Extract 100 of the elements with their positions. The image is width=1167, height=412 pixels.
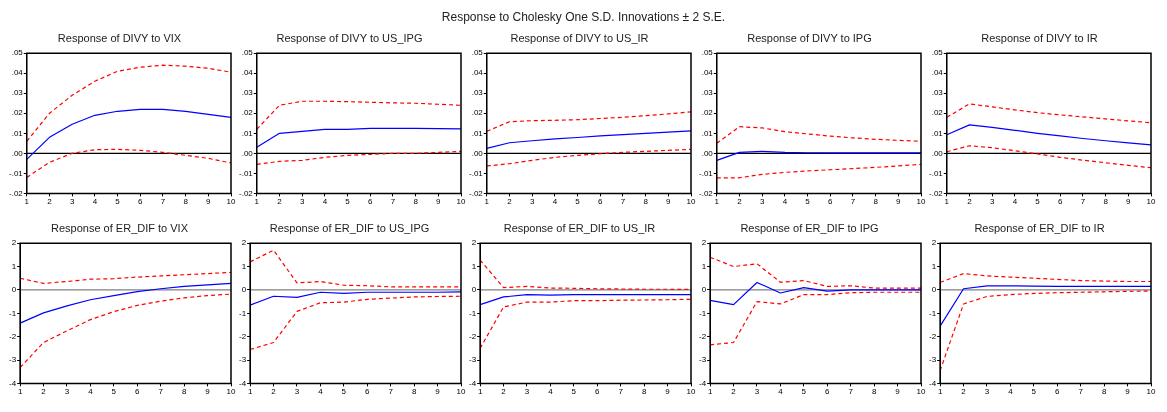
x-tick-label: 9 bbox=[436, 197, 442, 207]
x-tick-label: 3 bbox=[69, 197, 75, 207]
chart-title: Response of ER_DIF to IPG bbox=[740, 221, 879, 234]
y-tick-label: .03 bbox=[11, 88, 24, 98]
y-tick-label: -.01 bbox=[698, 168, 714, 178]
x-tick-label: 4 bbox=[1008, 387, 1014, 397]
x-tick-label: 10 bbox=[1146, 197, 1156, 207]
chart-title: Response of DIVY to US_IR bbox=[510, 31, 649, 44]
x-tick-label: 2 bbox=[277, 197, 283, 207]
x-tick-label: 5 bbox=[1031, 387, 1037, 397]
x-tick-label: 2 bbox=[507, 197, 513, 207]
x-tick-label: 3 bbox=[529, 197, 535, 207]
x-tick-label: 2 bbox=[737, 197, 743, 207]
x-tick-label: 10 bbox=[226, 387, 236, 397]
y-tick-label: 1 bbox=[11, 261, 17, 271]
y-tick-label: .04 bbox=[701, 68, 714, 78]
y-tick-label: -3 bbox=[698, 355, 707, 365]
y-tick-label: 2 bbox=[471, 238, 477, 248]
y-tick-label: -.02 bbox=[8, 188, 24, 198]
x-tick-label: 7 bbox=[1080, 197, 1086, 207]
x-tick-label: 6 bbox=[1055, 387, 1061, 397]
x-tick-label: 9 bbox=[895, 387, 901, 397]
y-tick-label: -1 bbox=[238, 308, 247, 318]
x-tick-label: 7 bbox=[160, 197, 166, 207]
y-tick-label: -2 bbox=[238, 331, 247, 341]
x-tick-label: 4 bbox=[782, 197, 788, 207]
y-tick-label: .05 bbox=[701, 48, 714, 58]
x-tick-label: 7 bbox=[390, 197, 396, 207]
y-tick-label: -1 bbox=[928, 308, 937, 318]
y-tick-label: .00 bbox=[701, 148, 714, 158]
x-tick-label: 2 bbox=[271, 387, 277, 397]
x-tick-label: 4 bbox=[552, 197, 558, 207]
y-tick-label: .05 bbox=[471, 48, 484, 58]
x-tick-label: 8 bbox=[183, 197, 189, 207]
x-tick-label: 6 bbox=[825, 387, 831, 397]
y-tick-label: .04 bbox=[471, 68, 484, 78]
chart-title: Response of DIVY to IPG bbox=[747, 31, 872, 44]
x-tick-label: 5 bbox=[805, 197, 811, 207]
y-tick-label: .03 bbox=[701, 88, 714, 98]
y-tick-label: .04 bbox=[11, 68, 24, 78]
x-tick-label: 7 bbox=[618, 387, 624, 397]
x-tick-label: 9 bbox=[666, 197, 672, 207]
y-tick-label: 2 bbox=[931, 238, 937, 248]
y-tick-label: .03 bbox=[931, 88, 944, 98]
x-tick-label: 9 bbox=[1125, 387, 1131, 397]
y-tick-label: .00 bbox=[931, 148, 944, 158]
y-tick-label: -.02 bbox=[468, 188, 484, 198]
y-tick-label: -4 bbox=[8, 378, 17, 388]
x-tick-label: 10 bbox=[1146, 387, 1156, 397]
y-tick-label: -1 bbox=[8, 308, 17, 318]
y-tick-label: .01 bbox=[241, 128, 254, 138]
x-tick-label: 10 bbox=[456, 387, 466, 397]
y-tick-label: 1 bbox=[471, 261, 477, 271]
x-tick-label: 7 bbox=[620, 197, 626, 207]
x-tick-label: 4 bbox=[318, 387, 324, 397]
y-tick-label: 1 bbox=[931, 261, 937, 271]
y-tick-label: -4 bbox=[698, 378, 707, 388]
y-tick-label: 0 bbox=[701, 285, 707, 295]
x-tick-label: 5 bbox=[571, 387, 577, 397]
y-tick-label: -1 bbox=[468, 308, 477, 318]
y-tick-label: -2 bbox=[8, 331, 17, 341]
y-tick-label: -2 bbox=[698, 331, 707, 341]
x-tick-label: 8 bbox=[873, 197, 879, 207]
x-tick-label: 6 bbox=[598, 197, 604, 207]
x-tick-label: 5 bbox=[341, 387, 347, 397]
y-tick-label: .01 bbox=[471, 128, 484, 138]
y-tick-label: -3 bbox=[8, 355, 17, 365]
y-tick-label: -1 bbox=[698, 308, 707, 318]
y-tick-label: .04 bbox=[931, 68, 944, 78]
chart-title: Response of ER_DIF to US_IPG bbox=[269, 221, 430, 234]
y-tick-label: .03 bbox=[241, 88, 254, 98]
x-tick-label: 4 bbox=[1012, 197, 1018, 207]
x-tick-label: 6 bbox=[365, 387, 371, 397]
y-tick-label: -.01 bbox=[8, 168, 24, 178]
x-tick-label: 8 bbox=[643, 197, 649, 207]
x-tick-label: 10 bbox=[916, 387, 926, 397]
x-tick-label: 5 bbox=[115, 197, 121, 207]
x-tick-label: 6 bbox=[138, 197, 144, 207]
x-tick-label: 3 bbox=[989, 197, 995, 207]
chart-title: Response of ER_DIF to US_IR bbox=[503, 221, 656, 234]
chart-title: Response of DIVY to IR bbox=[981, 31, 1098, 44]
y-tick-label: -4 bbox=[468, 378, 477, 388]
x-tick-label: 2 bbox=[47, 197, 53, 207]
y-tick-label: 0 bbox=[11, 285, 17, 295]
x-tick-label: 5 bbox=[345, 197, 351, 207]
x-tick-label: 6 bbox=[828, 197, 834, 207]
x-tick-label: 2 bbox=[501, 387, 507, 397]
y-tick-label: -4 bbox=[238, 378, 247, 388]
x-tick-label: 6 bbox=[595, 387, 601, 397]
x-tick-label: 8 bbox=[413, 197, 419, 207]
x-tick-label: 3 bbox=[299, 197, 305, 207]
y-tick-label: .00 bbox=[241, 148, 254, 158]
x-tick-label: 9 bbox=[435, 387, 441, 397]
x-tick-label: 5 bbox=[801, 387, 807, 397]
x-tick-label: 4 bbox=[778, 387, 784, 397]
x-tick-label: 8 bbox=[1101, 387, 1107, 397]
y-tick-label: 2 bbox=[11, 238, 17, 248]
chart-title: Response of DIVY to US_IPG bbox=[276, 31, 423, 44]
x-tick-label: 7 bbox=[388, 387, 394, 397]
x-tick-label: 2 bbox=[731, 387, 737, 397]
